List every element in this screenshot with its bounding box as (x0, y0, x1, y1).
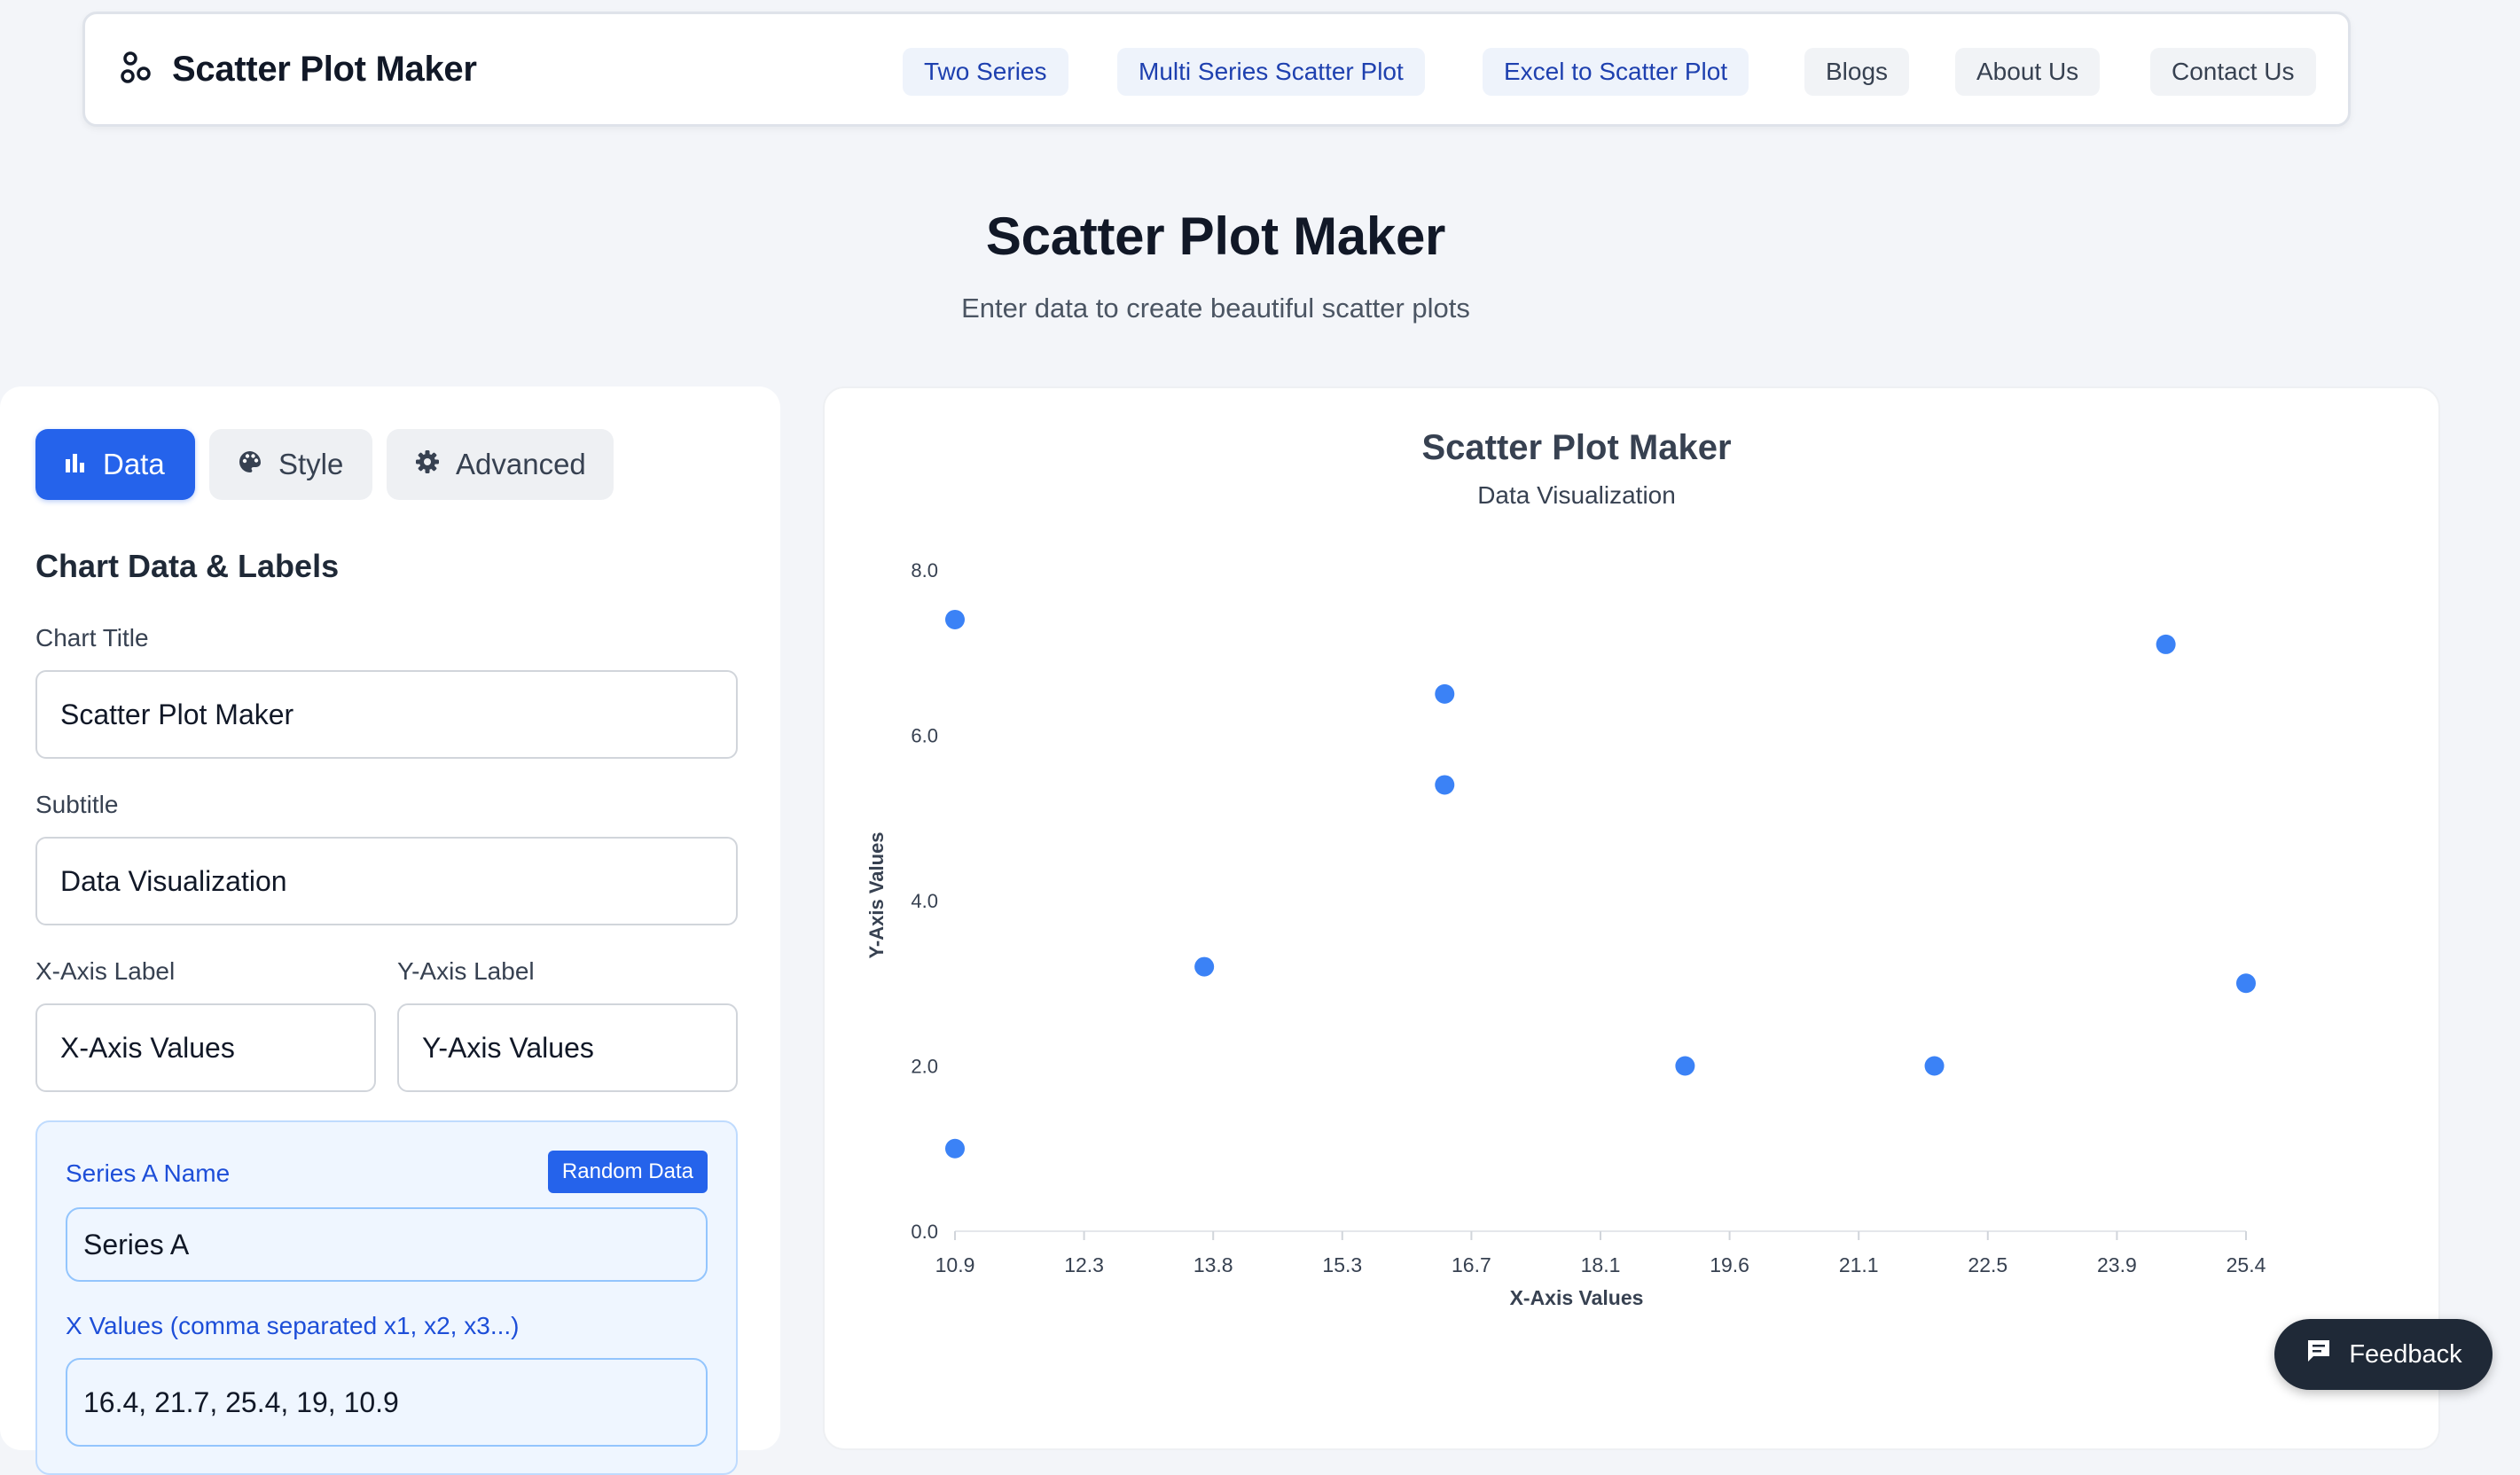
y-ticks: 0.0 2.0 4.0 6.0 8.0 (911, 559, 938, 1243)
x-tick-label: 16.7 (1452, 1253, 1491, 1276)
x-tick-label: 23.9 (2097, 1253, 2137, 1276)
data-point[interactable] (1675, 1056, 1695, 1076)
x-tick-label: 12.3 (1064, 1253, 1104, 1276)
data-point[interactable] (1924, 1056, 1945, 1076)
data-point[interactable] (2236, 973, 2256, 994)
x-tick-label: 21.1 (1839, 1253, 1879, 1276)
series-a-card: Series A Name Random Data Series A X Val… (35, 1120, 738, 1475)
data-point[interactable] (2156, 634, 2176, 654)
x-values-label: X Values (comma separated x1, x2, x3...) (66, 1312, 520, 1339)
subtitle-input[interactable]: Data Visualization (35, 837, 738, 925)
chart-subtitle: Data Visualization (1477, 481, 1676, 509)
x-tick-label: 15.3 (1322, 1253, 1362, 1276)
top-navbar: Scatter Plot Maker Two Series Multi Seri… (82, 12, 2351, 127)
tab-data-label: Data (103, 448, 165, 480)
chart-title-label: Chart Title (35, 624, 149, 652)
brand[interactable]: Scatter Plot Maker (121, 14, 477, 124)
series-name-label: Series A Name (66, 1159, 231, 1187)
nav-link-contact-us[interactable]: Contact Us (2150, 48, 2316, 96)
bar-chart-icon (64, 448, 87, 481)
x-values-input[interactable]: 16.4, 21.7, 25.4, 19, 10.9 (66, 1358, 708, 1447)
nav-link-about-us[interactable]: About Us (1955, 48, 2101, 96)
random-data-button[interactable]: Random Data (547, 1151, 708, 1193)
palette-icon (238, 448, 262, 481)
chat-bubble-icon (2305, 1337, 2333, 1372)
nav-link-multi-series[interactable]: Multi Series Scatter Plot (1117, 48, 1425, 96)
tab-advanced-label: Advanced (456, 448, 586, 480)
y-tick-label: 4.0 (911, 890, 938, 912)
gear-icon (415, 448, 440, 481)
x-axis-title: X-Axis Values (1510, 1286, 1644, 1309)
x-tick-label: 22.5 (1968, 1253, 2007, 1276)
tab-style-label: Style (278, 448, 344, 480)
page-subtitle: Enter data to create beautiful scatter p… (961, 293, 1470, 324)
y-axis-title: Y-Axis Values (865, 831, 888, 958)
data-point[interactable] (945, 1138, 965, 1159)
x-tick-label: 13.8 (1193, 1253, 1233, 1276)
nav-link-two-series[interactable]: Two Series (903, 48, 1068, 96)
feedback-label: Feedback (2349, 1339, 2462, 1369)
x-tick-label: 10.9 (935, 1253, 975, 1276)
x-tick-label: 18.1 (1581, 1253, 1621, 1276)
x-tick-label: 19.6 (1710, 1253, 1749, 1276)
data-point[interactable] (945, 609, 965, 629)
data-point[interactable] (1435, 775, 1455, 795)
x-tick-label: 25.4 (2227, 1253, 2266, 1276)
scatter-logo-icon (121, 51, 151, 89)
data-point[interactable] (1435, 683, 1455, 704)
x-ticks: 10.9 12.3 13.8 15.3 16.7 18.1 19.6 21.1 22.5 23.9… (935, 1231, 2266, 1276)
scatter-chart: Scatter Plot Maker Data Visualization X-… (865, 428, 2266, 1309)
data-points (945, 609, 2256, 1159)
y-tick-label: 0.0 (911, 1221, 938, 1243)
settings-panel: Data Style (0, 386, 780, 1475)
chart-title-input[interactable]: Scatter Plot Maker (35, 670, 738, 759)
y-axis-label-label: Y-Axis Label (397, 957, 535, 985)
y-tick-label: 2.0 (911, 1056, 938, 1078)
chart-panel: Scatter Plot Maker Data Visualization X-… (823, 386, 2440, 1450)
tab-style[interactable]: Style (209, 429, 372, 500)
nav-link-blogs[interactable]: Blogs (1804, 48, 1910, 96)
section-title: Chart Data & Labels (35, 548, 340, 584)
y-tick-label: 8.0 (911, 559, 938, 581)
chart-title: Scatter Plot Maker (1421, 428, 1731, 467)
tab-data[interactable]: Data (35, 429, 195, 500)
tab-advanced[interactable]: Advanced (387, 429, 614, 500)
y-tick-label: 6.0 (911, 725, 938, 747)
brand-name: Scatter Plot Maker (172, 49, 477, 89)
nav-link-excel-to-scatter[interactable]: Excel to Scatter Plot (1483, 48, 1749, 96)
feedback-button[interactable]: Feedback (2274, 1319, 2493, 1390)
series-name-input[interactable]: Series A (66, 1207, 708, 1282)
data-point[interactable] (1194, 956, 1215, 977)
page-title: Scatter Plot Maker (985, 207, 1446, 266)
x-axis-label-input[interactable]: X-Axis Values (35, 1003, 376, 1092)
y-axis-label-input[interactable]: Y-Axis Values (397, 1003, 738, 1092)
x-axis-label-label: X-Axis Label (35, 957, 176, 985)
subtitle-label: Subtitle (35, 791, 119, 818)
